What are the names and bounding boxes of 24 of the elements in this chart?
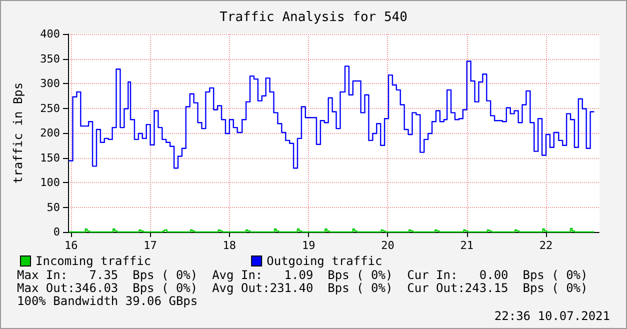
y-tick-label: 350 [40, 52, 60, 66]
text: 22:36 10.07.2021 [494, 309, 610, 323]
x-tick-label: 16 [64, 239, 78, 252]
x-tick-label: 22 [539, 239, 553, 252]
y-tick-label: 0 [53, 226, 60, 238]
y-tick-label: 400 [40, 28, 60, 40]
y-tick-label: 200 [40, 126, 60, 140]
chart-title: Traffic Analysis for 540 [220, 10, 408, 25]
text: Max In: 7.35 Bps ( 0%) Avg In: 1.09 Bps ( 0%) Cur In: 0.00 Bps ( 0%) [17, 268, 588, 282]
x-tick-label: 17 [144, 239, 157, 252]
y-tick-label: 50 [46, 200, 60, 214]
y-tick-label: 150 [40, 151, 60, 164]
x-tick-label: 20 [381, 239, 394, 252]
x-tick-label: 21 [460, 239, 474, 252]
text: Max Out:346.03 Bps ( 0%) Avg Out:231.40 Bps ( 0%) Cur Out:243.15 Bps ( 0%) [17, 281, 588, 295]
text: 100% Bandwidth 39.06 GBps [17, 294, 198, 308]
legend-label: Incoming traffic [36, 254, 152, 268]
y-tick-label: 250 [40, 102, 60, 115]
y-axis-title: traffic in Bps [11, 82, 25, 184]
legend-label: Outgoing traffic [266, 254, 382, 268]
x-tick-label: 18 [222, 239, 236, 252]
y-tick-label: 300 [40, 77, 60, 90]
x-tick-label: 19 [302, 239, 316, 252]
y-tick-label: 100 [40, 176, 60, 189]
